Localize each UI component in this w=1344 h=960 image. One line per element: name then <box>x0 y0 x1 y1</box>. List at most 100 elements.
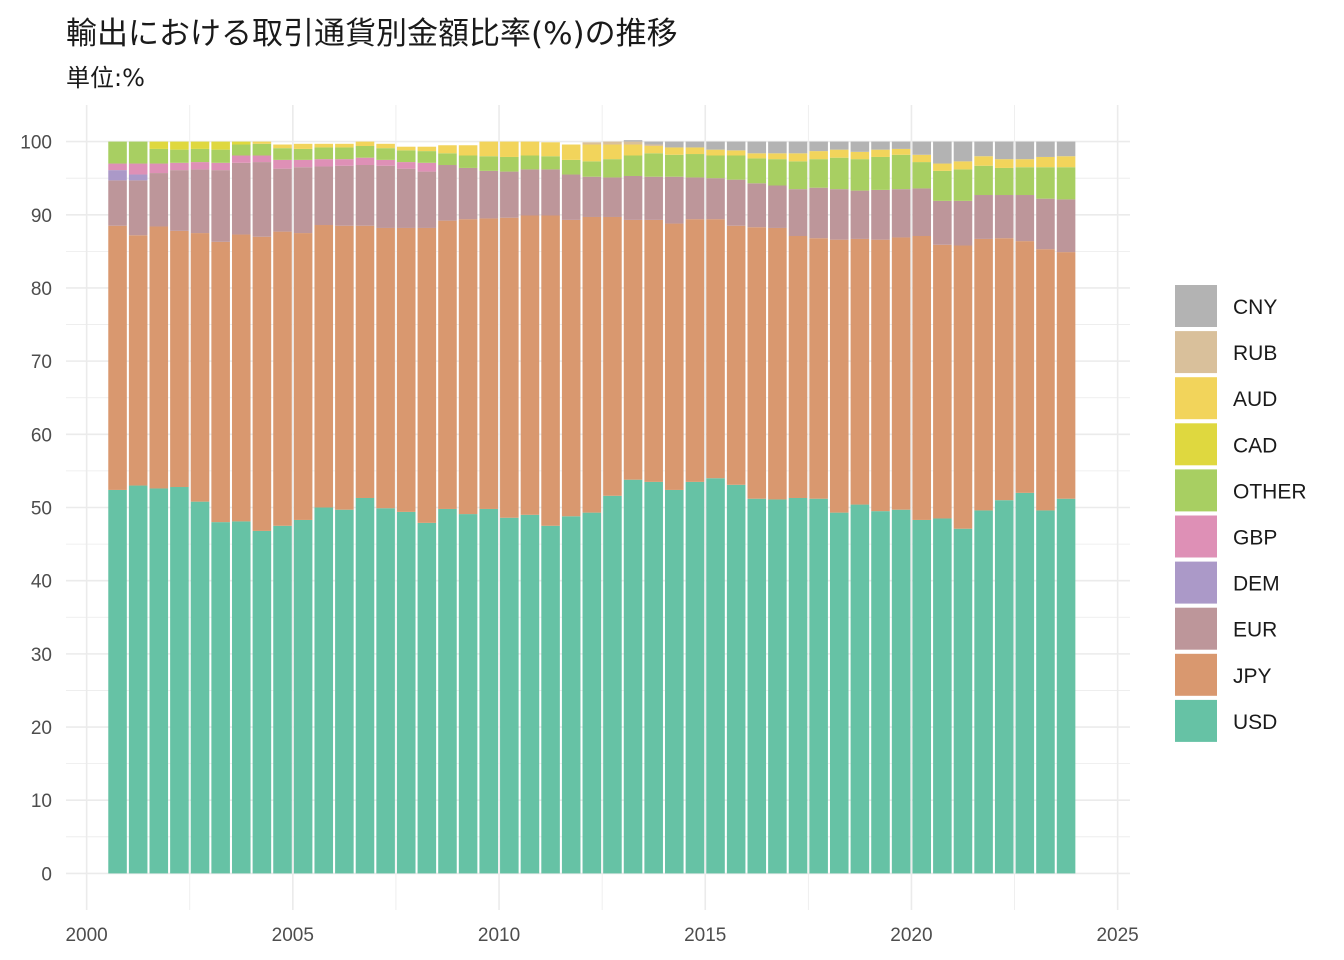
bar-segment-rub <box>623 141 643 145</box>
bar-segment-aud <box>623 144 643 156</box>
bar-segment-usd <box>128 485 148 874</box>
y-axis-ticks: 0 10 20 30 40 50 60 70 80 90 100 <box>20 133 52 886</box>
bar-segment-usd <box>768 499 787 874</box>
legend-label-usd: USD <box>1233 711 1277 734</box>
bar-segment-eur <box>726 179 746 226</box>
bar-segment-eur <box>747 183 767 228</box>
bar-segment-usd <box>541 525 560 874</box>
bar-segment-jpy <box>974 238 993 511</box>
y-tick-label: 60 <box>31 425 52 446</box>
bar-segment-eur <box>128 180 148 236</box>
legend-key-cny <box>1175 285 1217 327</box>
legend-label-dem: DEM <box>1233 573 1280 596</box>
bar-segment-usd <box>417 522 437 874</box>
bar-segment-usd <box>623 479 643 874</box>
chart-subtitle: 単位:% <box>66 64 145 92</box>
bars <box>108 140 1076 874</box>
bar-segment-jpy <box>541 215 560 526</box>
bar-segment-other <box>561 159 581 175</box>
bar-segment-usd <box>149 488 169 874</box>
x-tick-label: 2020 <box>890 925 932 946</box>
bar-segment-other <box>376 148 395 160</box>
bar-segment-usd <box>252 530 272 874</box>
bar-segment-jpy <box>273 231 292 526</box>
bar-segment-usd <box>314 507 334 874</box>
bar-segment-rub <box>603 141 622 145</box>
legend-label-aud: AUD <box>1233 388 1277 411</box>
bar-segment-cad <box>190 141 210 149</box>
bar-segment-other <box>582 161 602 177</box>
bar-segment-usd <box>355 497 375 874</box>
bar-segment-cny <box>809 141 828 152</box>
bar-segment-jpy <box>520 215 540 515</box>
bar-segment-jpy <box>170 230 189 488</box>
bar-segment-eur <box>149 173 169 227</box>
bar-segment-other <box>1015 167 1035 196</box>
bar-segment-jpy <box>211 241 230 523</box>
bar-segment-gbp <box>252 155 272 163</box>
y-tick-label: 70 <box>31 352 52 373</box>
bar-segment-eur <box>1036 198 1055 250</box>
bar-segment-aud <box>273 144 292 149</box>
legend-label-cny: CNY <box>1233 296 1277 319</box>
bar-segment-other <box>912 162 932 189</box>
bar-segment-aud <box>665 147 684 155</box>
bar-segment-eur <box>829 189 849 240</box>
bar-segment-other <box>1036 167 1055 199</box>
bar-segment-other <box>190 148 210 163</box>
legend-key-other <box>1175 469 1217 512</box>
bar-segment-eur <box>520 169 540 216</box>
bar-segment-aud <box>417 146 437 152</box>
bar-segment-other <box>500 156 519 172</box>
bar-segment-jpy <box>479 218 498 509</box>
x-tick-label: 2000 <box>65 925 107 946</box>
bar-segment-other <box>293 148 313 160</box>
x-tick-label: 2025 <box>1096 925 1138 946</box>
bar-segment-rub <box>582 142 602 145</box>
bar-segment-usd <box>500 517 519 874</box>
bar-segment-cny <box>623 140 643 142</box>
bar-segment-eur <box>252 162 272 237</box>
bar-segment-other <box>211 149 230 163</box>
bar-segment-other <box>953 169 973 201</box>
bar-segment-gbp <box>170 162 189 171</box>
bar-segment-aud <box>850 151 870 160</box>
bar-segment-eur <box>809 187 828 239</box>
bar-segment-eur <box>788 189 808 236</box>
bar-segment-other <box>747 158 767 184</box>
bar-segment-other <box>726 155 746 180</box>
bar-segment-aud <box>788 153 808 162</box>
bar-segment-eur <box>170 170 189 231</box>
bar-segment-usd <box>974 510 993 874</box>
bar-segment-cny <box>706 141 725 150</box>
bar-segment-eur <box>376 165 395 228</box>
bar-segment-jpy <box>726 225 746 485</box>
x-axis-ticks: 2000 2005 2010 2015 2020 2025 <box>65 925 1138 946</box>
bar-segment-aud <box>293 143 313 149</box>
legend-label-rub: RUB <box>1233 342 1277 365</box>
bar-segment-other <box>149 148 169 164</box>
bar-segment-eur <box>561 174 581 220</box>
bar-segment-other <box>396 150 416 163</box>
bar-segment-other <box>933 170 952 201</box>
bar-segment-other <box>665 154 684 177</box>
bar-segment-eur <box>1056 199 1076 253</box>
bar-segment-aud <box>252 141 272 144</box>
bar-segment-other <box>1056 167 1076 200</box>
legend-label-cad: CAD <box>1233 434 1277 457</box>
bar-segment-other <box>108 141 127 164</box>
bar-segment-gbp <box>128 163 148 175</box>
bar-segment-other <box>768 159 787 186</box>
bar-segment-jpy <box>582 216 602 513</box>
bar-segment-usd <box>108 489 127 874</box>
bar-segment-other <box>273 148 292 160</box>
bar-segment-jpy <box>376 227 395 509</box>
bar-segment-jpy <box>994 238 1014 501</box>
bar-segment-other <box>974 165 993 196</box>
bar-segment-usd <box>871 511 890 874</box>
bar-segment-eur <box>396 168 416 228</box>
legend-key-aud <box>1175 377 1217 420</box>
bar-segment-eur <box>458 167 478 220</box>
bar-segment-jpy <box>768 227 787 500</box>
